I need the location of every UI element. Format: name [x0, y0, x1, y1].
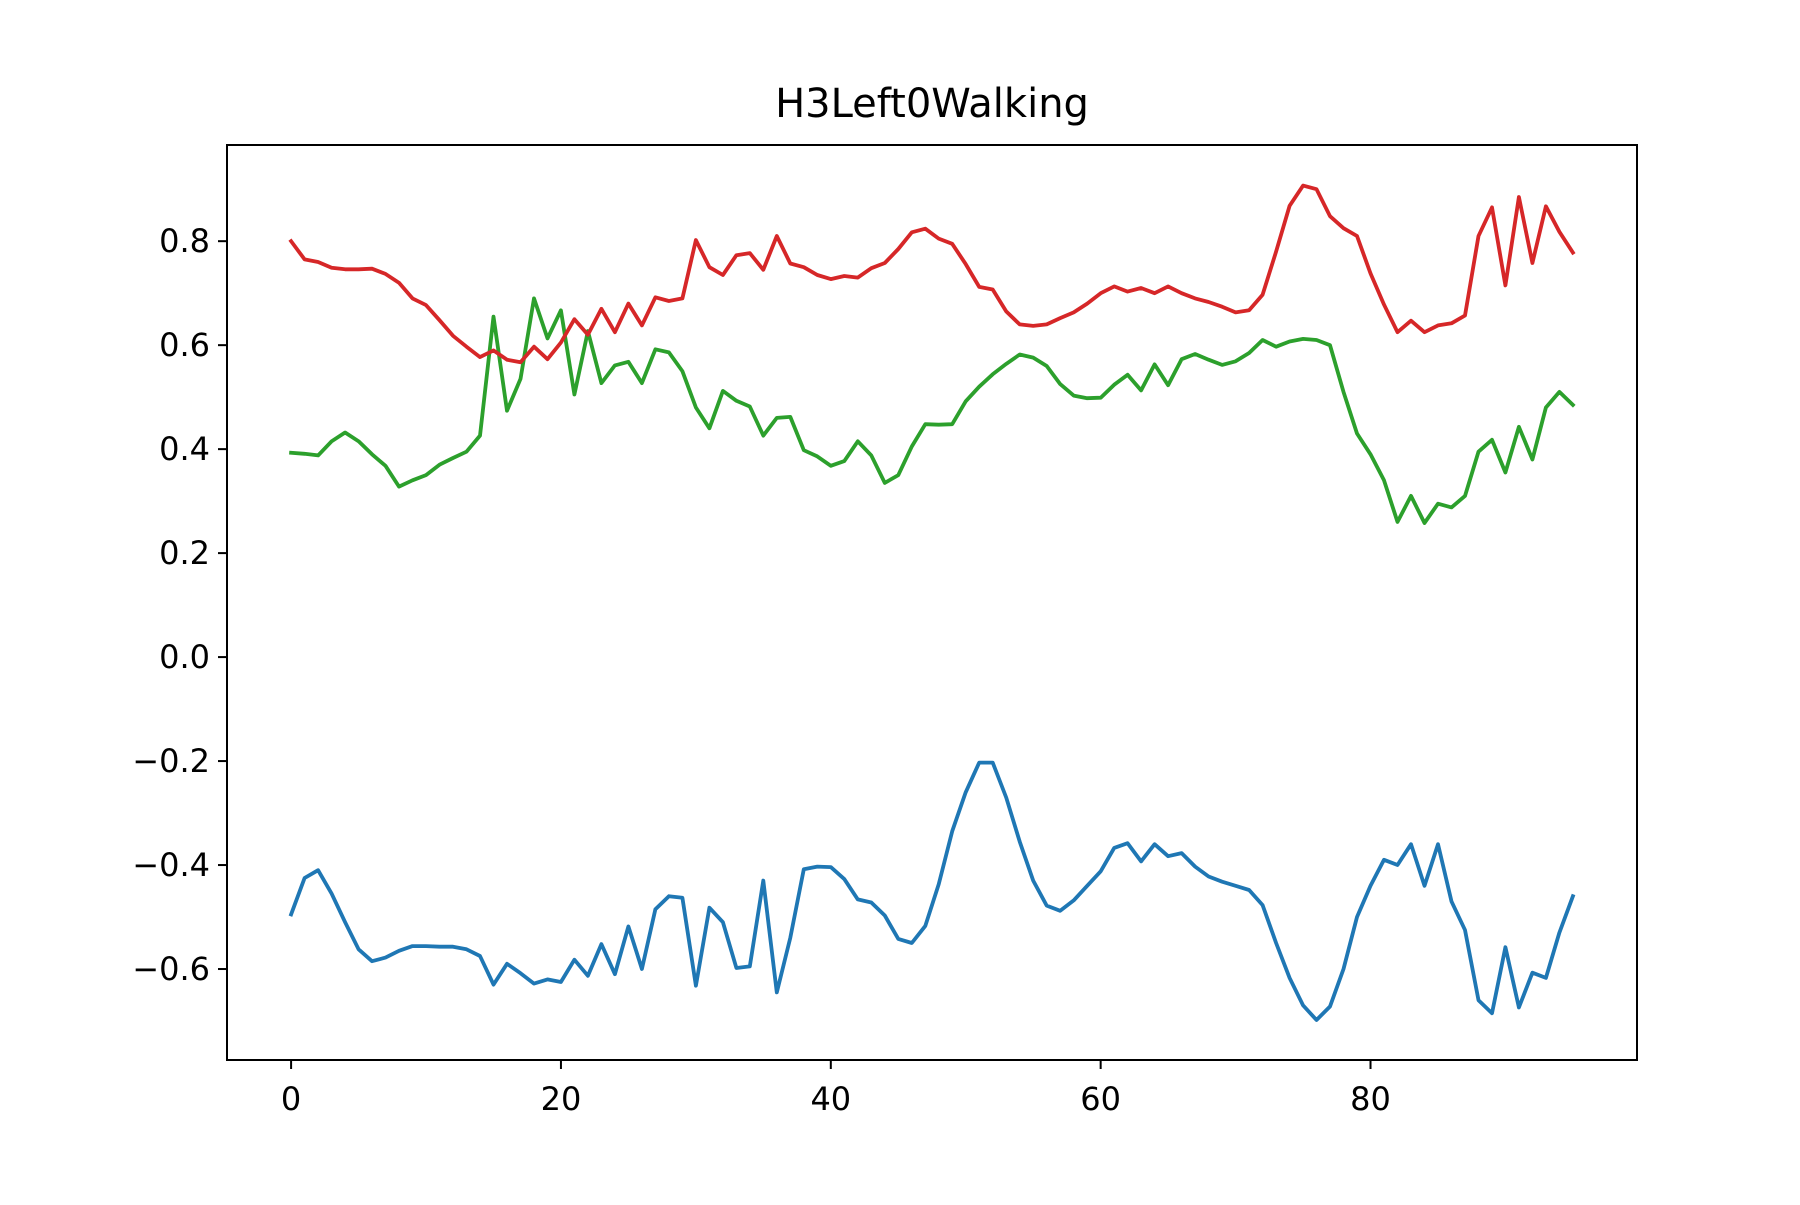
y-tick-label: −0.6: [132, 950, 210, 988]
y-tick-label: 0.0: [159, 638, 210, 676]
y-axis: −0.6 −0.4 −0.2 0.0 0.2 0.4 0.6 0.8: [132, 222, 227, 988]
series-layer: [288, 183, 1576, 1022]
x-tick-label: 20: [541, 1080, 582, 1118]
y-tick-label: −0.4: [132, 846, 210, 884]
series-line-1: [288, 760, 1576, 1022]
x-tick-label: 80: [1350, 1080, 1391, 1118]
y-tick-label: 0.6: [159, 326, 210, 364]
series-line-3: [288, 183, 1576, 365]
y-tick-label: −0.2: [132, 742, 210, 780]
x-tick-label: 60: [1080, 1080, 1121, 1118]
x-tick-label: 0: [281, 1080, 301, 1118]
plot-frame: [226, 144, 1638, 1061]
x-tick-label: 40: [810, 1080, 851, 1118]
x-axis: 0 20 40 60 80: [281, 1060, 1391, 1118]
y-tick-label: 0.8: [159, 222, 210, 260]
chart-title: H3Left0Walking: [775, 81, 1089, 127]
y-tick-label: 0.2: [159, 534, 210, 572]
y-tick-label: 0.4: [159, 430, 210, 468]
series-line-2: [289, 296, 1576, 525]
